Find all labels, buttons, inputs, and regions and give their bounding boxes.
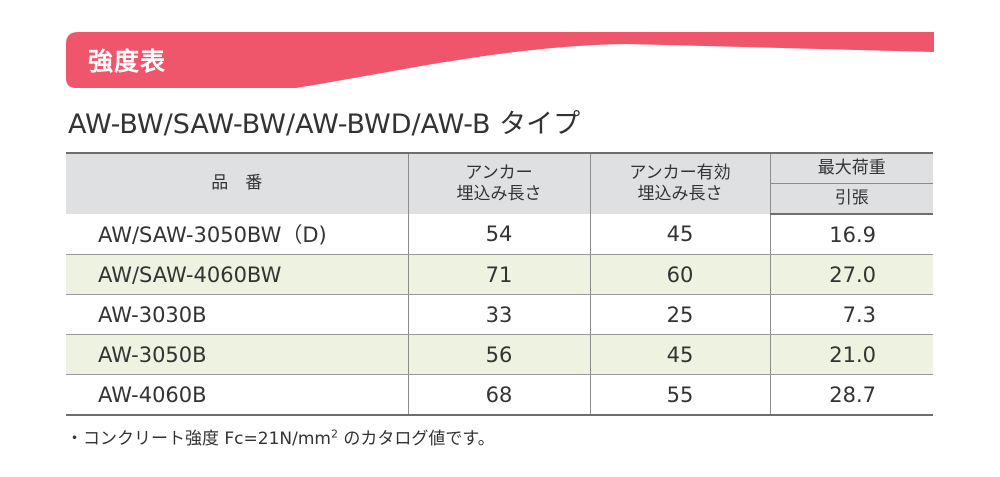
cell-effective-length: 45 [589,214,771,255]
cell-product: AW-4060B [66,374,409,416]
header-product: 品 番 [66,152,409,214]
table-row: AW/SAW-3050BW（D) 54 45 16.9 [66,214,933,255]
strength-table: 品 番 アンカー 埋込み長さ アンカー有効 埋込み長さ 最大荷重 引張 AW/S… [66,152,933,416]
table-row: AW/SAW-4060BW 71 60 27.0 [66,254,933,295]
cell-tension: 27.0 [769,254,933,295]
product-type-title: AW-BW/SAW-BW/AW-BWD/AW-B タイプ [68,109,581,140]
cell-product: AW/SAW-4060BW [66,254,409,295]
cell-effective-length: 60 [589,254,771,295]
cell-anchor-length: 71 [407,254,591,295]
banner-title: 強度表 [88,47,167,76]
cell-anchor-length: 54 [407,214,591,255]
footnote-text: ・コンクリート強度 Fc=21N/mm [66,429,331,449]
table-row: AW-3050B 56 45 21.0 [66,334,933,375]
cell-tension: 7.3 [769,294,933,335]
cell-anchor-length: 68 [407,374,591,416]
cell-anchor-length: 33 [407,294,591,335]
cell-tension: 21.0 [769,334,933,375]
header-max-load: 最大荷重 [769,152,933,184]
cell-effective-length: 45 [589,334,771,375]
header-anchor-length: アンカー 埋込み長さ [407,152,591,214]
table-row: AW-3030B 33 25 7.3 [66,294,933,335]
cell-product: AW/SAW-3050BW（D) [66,214,409,255]
banner-shape [66,32,934,88]
table-row: AW-4060B 68 55 28.7 [66,374,933,416]
cell-effective-length: 55 [589,374,771,416]
cell-product: AW-3050B [66,334,409,375]
footnote-suffix: のカタログ値です。 [337,429,495,449]
footnote-superscript: 2 [330,427,338,441]
table-subheader-row: 引張 [66,183,933,215]
header-effective-length: アンカー有効 埋込み長さ [589,152,771,214]
cell-effective-length: 25 [589,294,771,335]
section-banner: 強度表 [66,32,934,88]
footnote: ・コンクリート強度 Fc=21N/mm2 のカタログ値です。 [66,424,495,449]
header-tension: 引張 [770,183,933,215]
cell-product: AW-3030B [66,294,409,335]
cell-anchor-length: 56 [407,334,591,375]
cell-tension: 28.7 [769,374,933,416]
cell-tension: 16.9 [769,214,933,255]
table-header-row: 品 番 アンカー 埋込み長さ アンカー有効 埋込み長さ 最大荷重 [66,152,933,214]
